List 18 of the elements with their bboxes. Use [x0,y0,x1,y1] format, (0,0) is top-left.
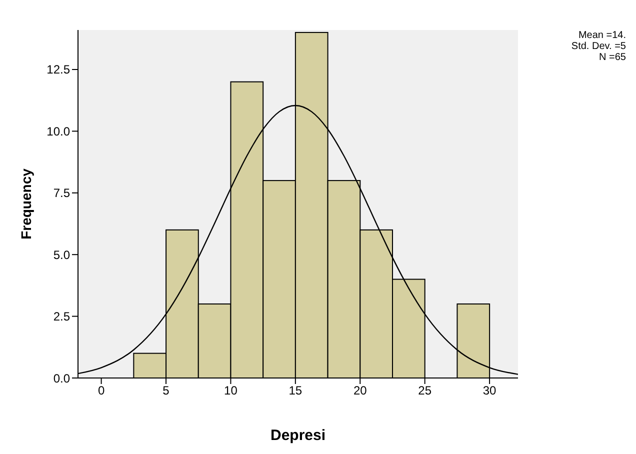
y-tick-label: 5.0 [53,248,70,262]
text: Std. Dev. =5 [571,41,626,52]
y-axis-title: Frequency [18,168,34,240]
x-tick-label: 0 [98,384,105,398]
y-tick-label: 12.5 [46,62,70,77]
y-tick-label: 10.0 [46,124,70,138]
x-tick-label: 15 [288,384,302,398]
text: N =65 [598,52,626,63]
x-tick-label: 25 [418,384,432,398]
text: Mean =14. [577,30,626,41]
x-tick-label: 20 [353,384,368,398]
x-tick-label: 30 [482,384,497,398]
x-tick-label: 10 [224,384,238,398]
y-tick-label: 0.0 [53,371,70,386]
x-axis-title: Depresi [270,427,326,444]
y-tick-label: 2.5 [53,310,70,324]
x-tick-label: 5 [162,384,170,398]
y-tick-label: 7.5 [53,186,70,200]
